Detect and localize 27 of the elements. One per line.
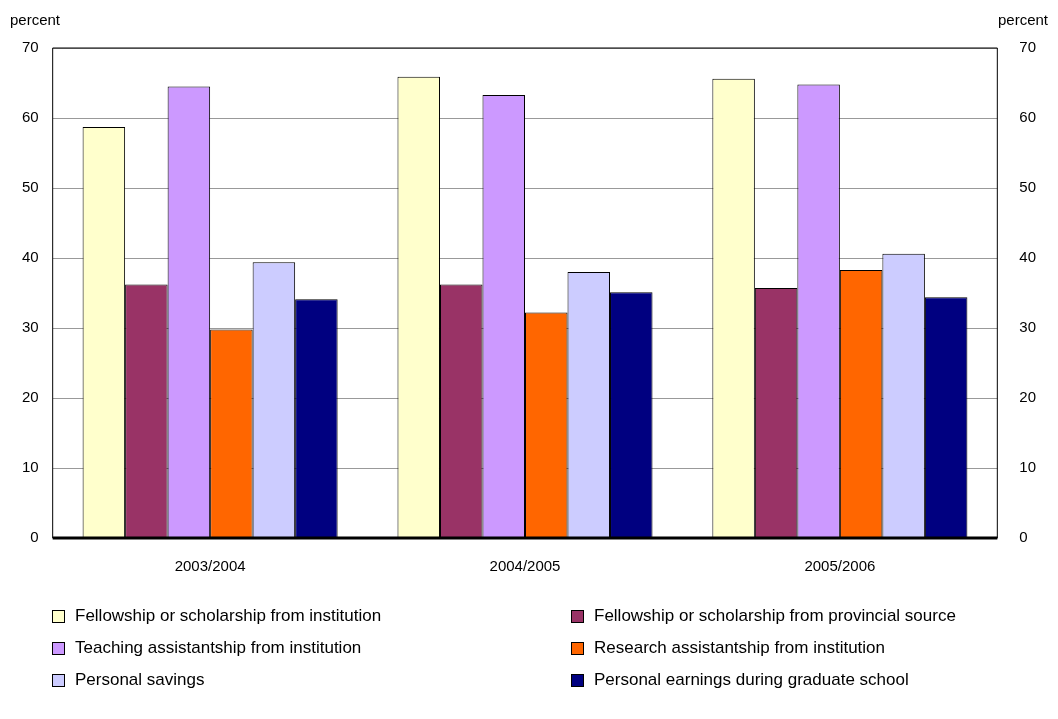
- y2-tick-label: 50: [1019, 178, 1036, 196]
- y2-tick-label: 70: [1019, 38, 1036, 56]
- legend-label: Fellowship or scholarship from institution: [75, 606, 382, 626]
- y2-tick-label: 30: [1019, 318, 1036, 336]
- y-tick-label: 70: [22, 38, 39, 56]
- y-tick-label: 10: [22, 458, 39, 476]
- y-tick-label: 60: [22, 108, 39, 126]
- y-axis-title: percent: [10, 10, 61, 28]
- legend-label: Research assistantship from institution: [594, 638, 886, 658]
- y2-tick-label: 20: [1019, 388, 1036, 406]
- y2-axis-title: percent: [997, 10, 1049, 28]
- legend-label: Teaching assistantship from institution: [75, 638, 362, 658]
- legend-label: Personal earnings during graduate school: [594, 670, 909, 690]
- y2-tick-label: 60: [1019, 108, 1036, 126]
- y-tick-label: 50: [22, 178, 39, 196]
- y-tick-label: 30: [22, 318, 39, 336]
- legend-label: Personal savings: [75, 670, 205, 690]
- y2-tick-label: 40: [1019, 248, 1036, 266]
- y-tick-label: 0: [30, 528, 39, 546]
- x-tick-label: 2004/2005: [489, 557, 561, 575]
- x-tick-label: 2005/2006: [804, 557, 876, 575]
- y2-tick-label: 10: [1019, 458, 1036, 476]
- y-tick-label: 40: [22, 248, 39, 266]
- x-tick-label: 2003/2004: [174, 557, 246, 575]
- legend-label: Fellowship or scholarship from provincial source: [594, 606, 956, 626]
- y2-tick-label: 0: [1019, 528, 1028, 546]
- y-tick-label: 20: [22, 388, 39, 406]
